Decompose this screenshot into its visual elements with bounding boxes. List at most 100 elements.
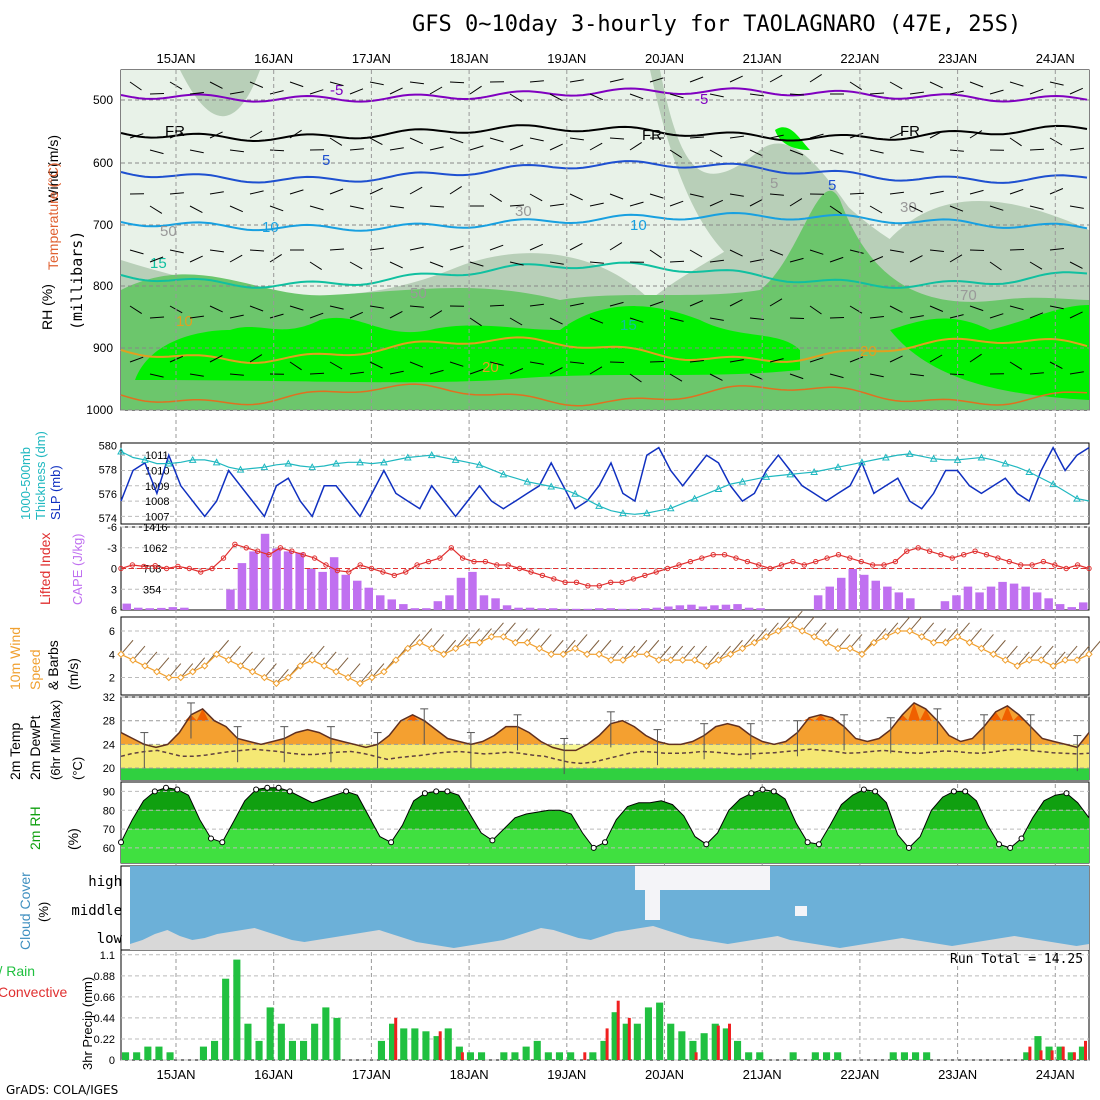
- li-marker: [551, 576, 557, 582]
- wind-marker: [1001, 656, 1010, 664]
- precip-total-bar: [322, 1007, 330, 1060]
- date-label-top: 19JAN: [547, 51, 586, 66]
- thickness-tick-label: 574: [99, 513, 117, 525]
- thickness-tick-label: 576: [99, 489, 117, 501]
- upper-wind-barb: [949, 205, 964, 212]
- precip-convective-bar: [583, 1052, 587, 1060]
- slp-tick-label: 1008: [145, 496, 169, 508]
- upper-wind-barb: [569, 361, 584, 364]
- upper-wind-barb: [709, 317, 724, 321]
- upper-wind-barb: [389, 261, 403, 269]
- precip-total-bar: [277, 1023, 285, 1060]
- cape-bar: [906, 598, 915, 610]
- li-marker: [368, 565, 375, 572]
- wind-barb: [371, 663, 385, 678]
- precip-total-bar: [1045, 1046, 1053, 1060]
- pressure-tick-label: 900: [93, 341, 113, 355]
- run-total: Run Total = 14.25: [950, 952, 1084, 967]
- cape-bar: [548, 608, 558, 610]
- upper-wind-barb: [729, 359, 744, 363]
- upper-wind-barb: [549, 367, 563, 375]
- rh-marker: [208, 835, 214, 842]
- li-marker: [756, 562, 762, 568]
- wind-marker: [917, 633, 926, 641]
- upper-wind-barb: [829, 149, 844, 155]
- upper-wind-barb: [889, 131, 904, 139]
- upper-wind-barb: [929, 81, 943, 89]
- upper-wind-barb: [149, 205, 163, 214]
- li-marker: [653, 569, 659, 575]
- precip-total-bar: [823, 1052, 831, 1060]
- upper-wind-barb: [269, 313, 284, 319]
- upper-wind-barb: [589, 202, 604, 207]
- upper-wind-barb: [769, 298, 783, 307]
- upper-wind-barb: [189, 92, 204, 95]
- precip-total-bar: [511, 1052, 519, 1060]
- upper-wind-barb: [289, 129, 302, 139]
- axis-title-li: Lifted Index: [37, 533, 53, 605]
- rh-tick-label: 70: [103, 824, 115, 836]
- upper-wind-barb: [489, 304, 505, 307]
- slp-tick-label: 1009: [145, 481, 169, 493]
- li-marker: [642, 572, 648, 579]
- upper-wind-barb: [209, 131, 223, 139]
- upper-wind-barb: [409, 137, 424, 145]
- wind-barb: [694, 645, 708, 661]
- thickness-marker: [308, 463, 317, 471]
- precip-total-bar: [455, 1046, 463, 1060]
- isotherm-label: 10: [176, 313, 193, 330]
- upper-wind-barb: [229, 314, 244, 319]
- precip-total-bar: [656, 1002, 664, 1060]
- li-marker: [516, 565, 523, 572]
- upper-wind-barb: [789, 198, 803, 207]
- wind-barb: [921, 622, 935, 638]
- precip-total-bar: [377, 1040, 385, 1060]
- upper-wind-barb: [469, 145, 484, 151]
- precip-total-bar: [155, 1046, 163, 1060]
- thickness-marker: [953, 455, 962, 463]
- wind-barb: [132, 645, 146, 661]
- precip-total-bar: [522, 1046, 530, 1060]
- upper-wind-barb: [689, 76, 704, 83]
- cape-bar: [618, 608, 627, 610]
- cape-bar: [479, 595, 489, 610]
- precip-total-bar: [644, 1007, 652, 1060]
- li-marker: [972, 548, 978, 554]
- upper-wind-barb: [149, 373, 164, 378]
- wind-marker: [380, 668, 388, 676]
- rh-marker: [602, 839, 608, 846]
- wind-barb: [479, 628, 492, 643]
- upper-wind-barb: [629, 317, 644, 323]
- thickness-marker: [977, 453, 986, 461]
- precip-total-bar: [244, 1023, 252, 1060]
- wind-marker: [690, 656, 699, 664]
- wind-marker: [451, 644, 460, 653]
- li-marker: [494, 562, 500, 568]
- wind-marker: [523, 638, 532, 647]
- rh-marker: [275, 784, 282, 791]
- wind-tick-label: 2: [109, 673, 115, 685]
- wind-marker: [439, 650, 448, 658]
- wind-barb: [873, 628, 887, 643]
- wind-barb: [407, 634, 421, 649]
- li-marker: [380, 569, 386, 575]
- rh-area-band: [137, 791, 1084, 811]
- wind-barb: [706, 651, 719, 667]
- wind-barb: [240, 651, 253, 667]
- cape-bar: [260, 533, 270, 610]
- upper-wind-barb: [609, 361, 625, 363]
- upper-wind-barb: [649, 193, 664, 199]
- rh-marker: [343, 788, 350, 795]
- upper-wind-barb: [589, 317, 604, 324]
- thickness-marker: [642, 509, 651, 517]
- precip-total-bar: [389, 1023, 397, 1060]
- upper-wind-barb: [329, 188, 344, 195]
- isotherm-label: 15: [620, 317, 637, 334]
- cloud-mid-white: [645, 890, 660, 920]
- upper-wind-barb: [389, 147, 404, 151]
- upper-wind-barb: [389, 310, 403, 319]
- thickness-marker: [332, 459, 340, 467]
- upper-wind-barb: [509, 144, 524, 151]
- upper-wind-barb: [149, 256, 164, 263]
- upper-wind-barb: [949, 90, 964, 95]
